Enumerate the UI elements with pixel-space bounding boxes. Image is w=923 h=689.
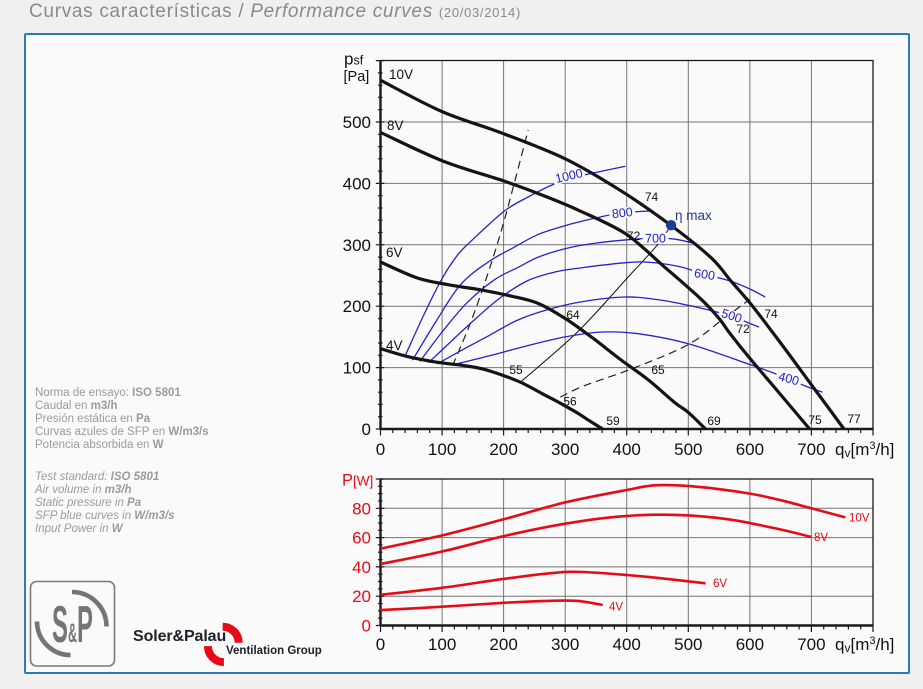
svg-text:4V: 4V (609, 602, 623, 614)
svg-text:600: 600 (736, 635, 764, 654)
svg-text:P[W]: P[W] (342, 472, 373, 490)
svg-text:0: 0 (362, 420, 371, 439)
svg-text:20: 20 (352, 587, 371, 606)
svg-text:100: 100 (428, 440, 456, 459)
svg-text:800: 800 (611, 205, 633, 221)
svg-text:6V: 6V (386, 245, 403, 260)
svg-text:55: 55 (509, 363, 523, 377)
svg-text:1000: 1000 (554, 166, 584, 186)
svg-text:100: 100 (343, 359, 371, 378)
svg-text:10V: 10V (849, 513, 870, 525)
svg-text:[Pa]: [Pa] (344, 69, 370, 85)
svg-text:0: 0 (362, 617, 371, 636)
svg-text:6V: 6V (713, 578, 727, 590)
svg-text:300: 300 (551, 440, 579, 459)
svg-text:psf: psf (344, 50, 364, 69)
svg-text:74: 74 (645, 190, 659, 204)
svg-text:500: 500 (720, 306, 744, 326)
svg-text:500: 500 (674, 440, 702, 459)
svg-text:300: 300 (551, 635, 579, 654)
svg-text:59: 59 (606, 414, 620, 428)
svg-text:700: 700 (797, 635, 825, 654)
svg-text:77: 77 (847, 412, 861, 426)
svg-text:600: 600 (736, 440, 764, 459)
svg-text:700: 700 (797, 440, 825, 459)
svg-text:60: 60 (352, 529, 371, 548)
svg-text:40: 40 (352, 558, 371, 577)
svg-text:75: 75 (808, 413, 822, 427)
svg-text:80: 80 (352, 499, 371, 518)
svg-text:300: 300 (343, 236, 371, 255)
svg-text:100: 100 (428, 635, 456, 654)
svg-text:600: 600 (693, 266, 716, 283)
svg-text:700: 700 (645, 231, 666, 245)
svg-text:64: 64 (566, 308, 580, 322)
svg-text:200: 200 (343, 297, 371, 316)
svg-text:56: 56 (563, 395, 577, 409)
svg-text:400: 400 (613, 635, 641, 654)
svg-text:400: 400 (613, 440, 641, 459)
svg-text:72: 72 (736, 322, 750, 336)
svg-text:65: 65 (651, 363, 665, 377)
svg-text:74: 74 (764, 307, 778, 321)
svg-text:0: 0 (376, 440, 385, 459)
svg-text:8V: 8V (814, 532, 828, 544)
svg-text:400: 400 (777, 369, 801, 388)
svg-text:η max: η max (675, 208, 712, 223)
svg-text:10V: 10V (389, 67, 413, 82)
svg-text:500: 500 (674, 635, 702, 654)
svg-text:qv[m3/h]: qv[m3/h] (835, 635, 894, 655)
svg-text:72: 72 (627, 229, 641, 243)
svg-text:200: 200 (489, 440, 517, 459)
svg-text:qv[m3/h]: qv[m3/h] (835, 440, 894, 460)
svg-text:500: 500 (343, 113, 371, 132)
svg-text:200: 200 (489, 635, 517, 654)
svg-text:0: 0 (376, 635, 385, 654)
svg-text:4V: 4V (386, 338, 403, 353)
svg-text:69: 69 (707, 414, 721, 428)
svg-text:8V: 8V (387, 118, 404, 133)
svg-text:400: 400 (343, 174, 371, 193)
